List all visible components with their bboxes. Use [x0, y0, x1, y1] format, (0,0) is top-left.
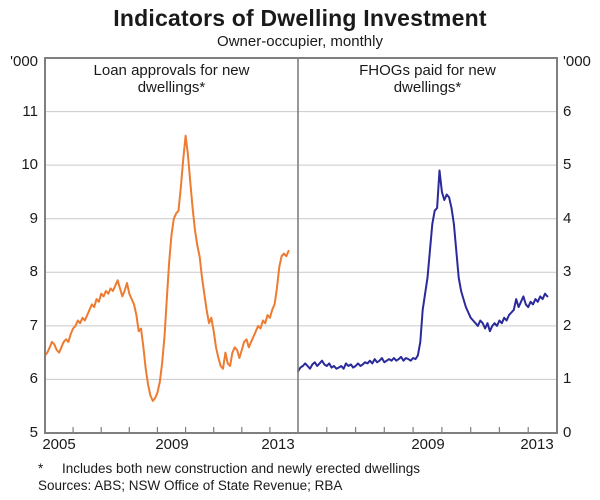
y-axis-unit-label: '000 — [563, 53, 591, 70]
footnote-note: Includes both new construction and newly… — [62, 461, 420, 476]
footnote-sources: Sources: ABS; NSW Office of State Revenu… — [38, 478, 343, 493]
y-tick-label: 6 — [29, 370, 38, 387]
y-tick-label: 5 — [29, 424, 38, 441]
x-tick-label: 2009 — [411, 436, 445, 453]
plot-frame — [44, 57, 558, 434]
y-tick-label: 1 — [563, 370, 572, 387]
y-tick-label: 2 — [563, 317, 572, 334]
panel-title-fhogs: FHOGs paid for new dwellings* — [359, 62, 496, 96]
y-tick-label: 7 — [29, 317, 38, 334]
y-axis-unit-label: '000 — [10, 53, 38, 70]
y-tick-label: 0 — [563, 424, 572, 441]
footnote-marker: * — [38, 461, 44, 476]
x-tick-label: 2013 — [520, 436, 554, 453]
x-tick-label: 2009 — [155, 436, 189, 453]
y-tick-label: 10 — [21, 156, 38, 173]
y-tick-label: 8 — [29, 263, 38, 280]
x-tick-label: 2005 — [42, 436, 76, 453]
x-tick-label: 2013 — [261, 436, 295, 453]
chart-title: Indicators of Dwelling Investment — [113, 5, 487, 31]
y-tick-label: 9 — [29, 210, 38, 227]
chart-subtitle: Owner-occupier, monthly — [217, 33, 383, 50]
y-tick-label: 11 — [22, 103, 38, 120]
y-tick-label: 5 — [563, 156, 572, 173]
data-line-fhogs — [297, 169, 549, 373]
panel-title-loan-approvals: Loan approvals for new dwellings* — [93, 62, 250, 96]
y-tick-label: 4 — [563, 210, 572, 227]
y-tick-label: 6 — [563, 103, 572, 120]
y-tick-label: 3 — [563, 263, 572, 280]
data-line-loan-approvals — [44, 134, 290, 402]
